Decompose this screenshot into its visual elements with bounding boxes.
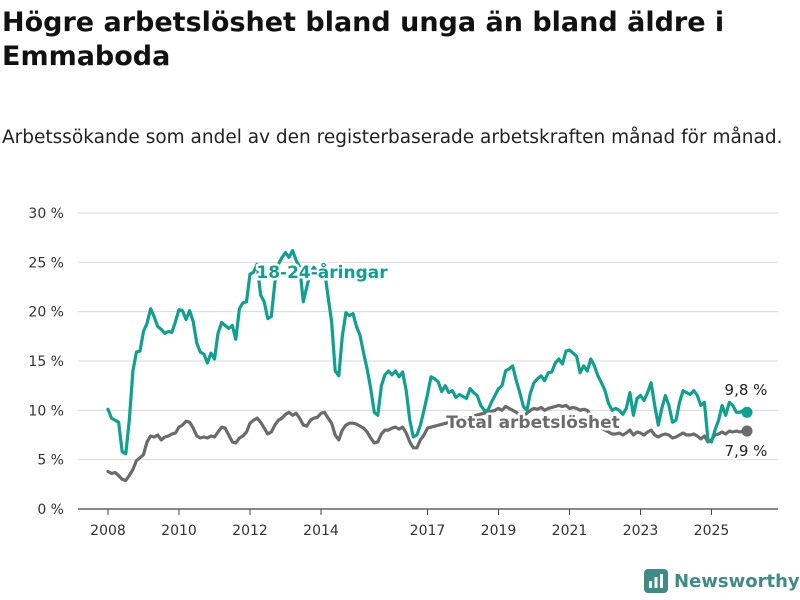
newsworthy-logo[interactable]: Newsworthy — [644, 569, 800, 593]
bar-chart-icon — [644, 569, 668, 593]
y-tick-label: 20 % — [28, 305, 64, 321]
logo-text: Newsworthy — [674, 570, 800, 592]
y-tick-label: 5 % — [37, 453, 64, 469]
y-tick-label: 10 % — [28, 403, 64, 419]
end-point-youth — [741, 406, 753, 418]
x-tick-label: 2021 — [552, 523, 588, 539]
x-tick-label: 2008 — [90, 523, 126, 539]
y-tick-label: 15 % — [28, 354, 64, 370]
end-value-youth: 9,8 % — [725, 381, 768, 399]
x-tick-label: 2019 — [481, 523, 517, 539]
series-lines — [106, 248, 753, 482]
series-labels: 18-24-åringar Total arbetslöshet 9,8 % 7,9 … — [254, 259, 770, 463]
gridlines — [78, 212, 778, 510]
x-axis-ticks: 2008 2010 2012 2014 2017 2019 2021 2023 2025 — [90, 509, 729, 539]
chart-title: Högre arbetslöshet bland unga än bland ä… — [2, 7, 725, 72]
x-tick-label: 2025 — [694, 523, 730, 539]
x-tick-label: 2010 — [161, 523, 197, 539]
x-tick-label: 2014 — [303, 523, 339, 539]
y-tick-label: 25 % — [28, 255, 64, 271]
y-tick-label: 0 % — [37, 502, 64, 518]
x-tick-label: 2017 — [410, 523, 446, 539]
x-tick-label: 2012 — [232, 523, 268, 539]
end-point-total — [741, 425, 753, 437]
chart-subtitle: Arbetssökande som andel av den registerb… — [2, 127, 783, 148]
series-line-youth — [106, 248, 749, 456]
x-tick-label: 2023 — [623, 523, 659, 539]
y-tick-label: 30 % — [28, 206, 64, 222]
y-axis-ticks: 0 % 5 % 10 % 15 % 20 % 25 % 30 % — [28, 206, 64, 518]
series-label-youth: 18-24-åringar — [256, 261, 388, 283]
end-value-total: 7,9 % — [725, 442, 768, 460]
series-label-total: Total arbetslöshet — [446, 413, 620, 433]
series-line-total — [106, 403, 749, 482]
